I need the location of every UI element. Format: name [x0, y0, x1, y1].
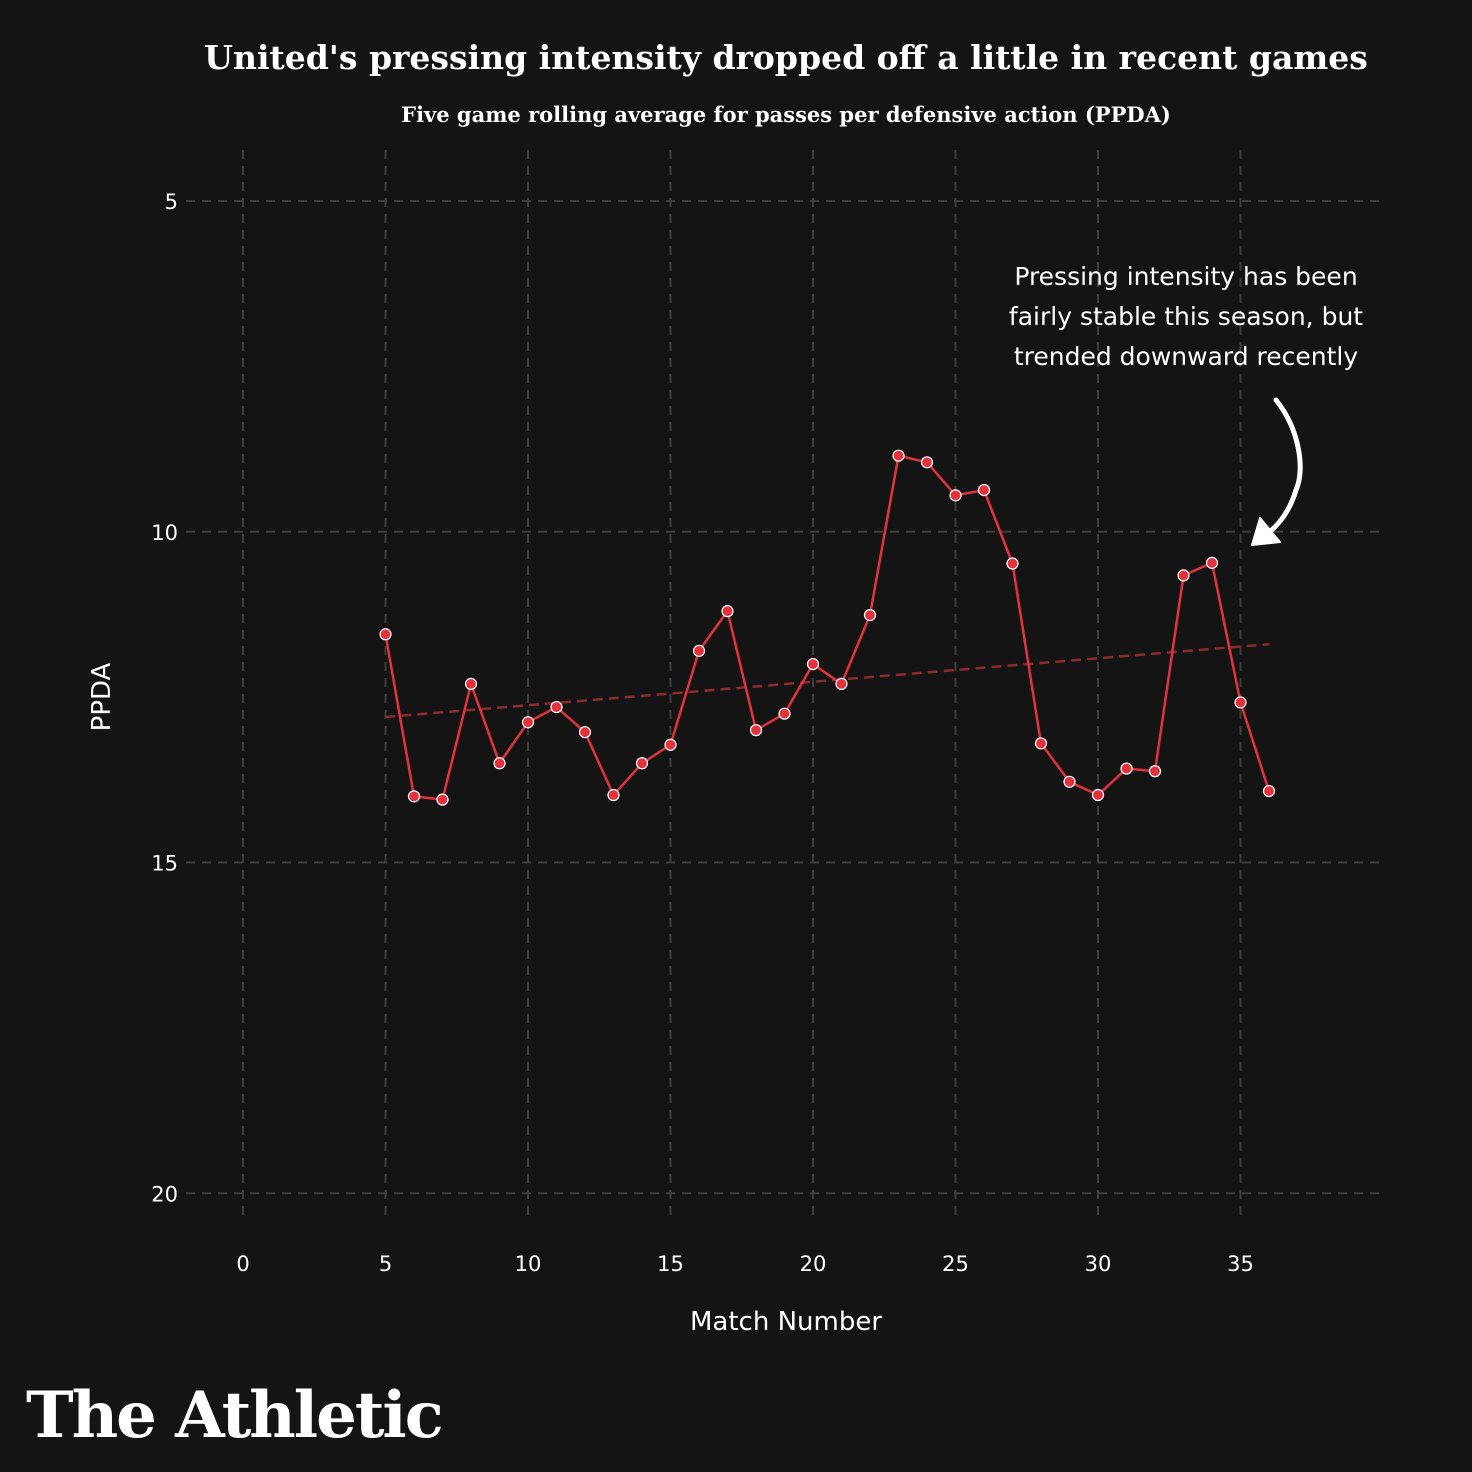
- data-point: [977, 483, 991, 497]
- data-point: [778, 707, 791, 720]
- data-point: [379, 628, 392, 641]
- data-point: [1006, 557, 1019, 570]
- x-axis-label: Match Number: [690, 1307, 882, 1337]
- y-tick-label: 15: [151, 852, 178, 876]
- y-tick-label: 20: [151, 1182, 178, 1206]
- data-point: [863, 608, 877, 622]
- x-tick-label: 15: [657, 1252, 684, 1276]
- data-point: [550, 700, 563, 714]
- trend-layer: [385, 642, 1270, 719]
- chart-title: United's pressing intensity dropped off …: [204, 38, 1368, 77]
- data-point: [407, 790, 421, 803]
- y-tick-label: 10: [151, 521, 178, 545]
- grid: [186, 150, 1384, 1222]
- data-point: [949, 489, 962, 502]
- x-tick-label: 20: [800, 1252, 827, 1276]
- data-point: [749, 724, 763, 737]
- annotation-text: Pressing intensity has been fairly stabl…: [1009, 262, 1363, 371]
- data-point: [835, 677, 848, 690]
- x-tick-label: 10: [515, 1252, 542, 1276]
- annotation-line-3: trended downward recently: [1014, 342, 1359, 371]
- x-tick-label: 35: [1227, 1252, 1254, 1276]
- data-point: [664, 738, 677, 751]
- data-point: [1120, 762, 1133, 775]
- data-point: [1091, 788, 1105, 802]
- data-point: [692, 644, 706, 657]
- data-point: [1034, 737, 1048, 750]
- x-tick-label: 30: [1085, 1252, 1112, 1276]
- series-layer: [379, 449, 1276, 806]
- data-point: [493, 757, 506, 770]
- trend-line: [385, 642, 1270, 719]
- data-point: [521, 716, 535, 729]
- data-point: [806, 657, 820, 671]
- data-point: [1262, 784, 1276, 798]
- annotation-arrow: [1251, 397, 1303, 546]
- data-point: [464, 677, 478, 690]
- data-point: [1148, 765, 1162, 778]
- data-point: [607, 788, 620, 802]
- data-point: [892, 449, 905, 462]
- y-axis-label: PPDA: [87, 662, 117, 731]
- annotation-line-2: fairly stable this season, but: [1009, 302, 1363, 331]
- data-point: [635, 757, 649, 770]
- data-point: [578, 726, 592, 739]
- x-tick-label: 25: [942, 1252, 969, 1276]
- y-tick-label: 5: [165, 190, 178, 214]
- chart-subtitle: Five game rolling average for passes per…: [401, 102, 1171, 127]
- data-point: [436, 793, 449, 806]
- x-tick-label: 0: [236, 1252, 249, 1276]
- axis-labels: 0 5 10 15 20 25 30 35 5 10 15 20: [151, 190, 1254, 1276]
- data-point: [721, 605, 734, 618]
- brand-logo: The Athletic: [26, 1378, 444, 1453]
- data-point: [1234, 696, 1247, 709]
- data-point: [1177, 569, 1190, 582]
- data-point: [920, 456, 934, 469]
- annotation-line-1: Pressing intensity has been: [1014, 262, 1357, 291]
- data-point: [1205, 556, 1219, 569]
- data-point: [1063, 775, 1076, 788]
- series-line: [384, 454, 1271, 801]
- x-tick-label: 5: [379, 1252, 392, 1276]
